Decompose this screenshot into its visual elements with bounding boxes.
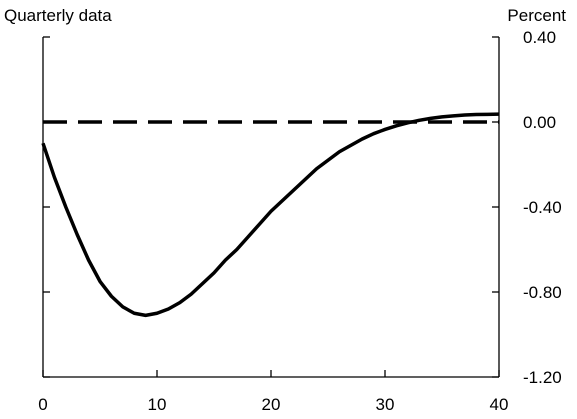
x-tick-label: 30 [376, 395, 395, 414]
y-tick-label: -1.20 [523, 368, 562, 387]
response-line [41, 112, 500, 318]
x-tick-label: 40 [490, 395, 509, 414]
x-tick-label: 0 [38, 395, 47, 414]
series-layer [41, 112, 500, 318]
y-tick-label: -0.80 [523, 283, 562, 302]
axes: 0 10 20 30 40 0.40 0.00 -0.40 -0.80 -1.20 [38, 28, 561, 414]
x-tick-label: 10 [148, 395, 167, 414]
y-tick-label: 0.00 [523, 113, 556, 132]
left-caption: Quarterly data [4, 6, 112, 25]
y-tick-label: -0.40 [523, 198, 562, 217]
x-tick-label: 20 [262, 395, 281, 414]
right-caption: Percent [507, 6, 566, 25]
y-tick-label: 0.40 [523, 28, 556, 47]
